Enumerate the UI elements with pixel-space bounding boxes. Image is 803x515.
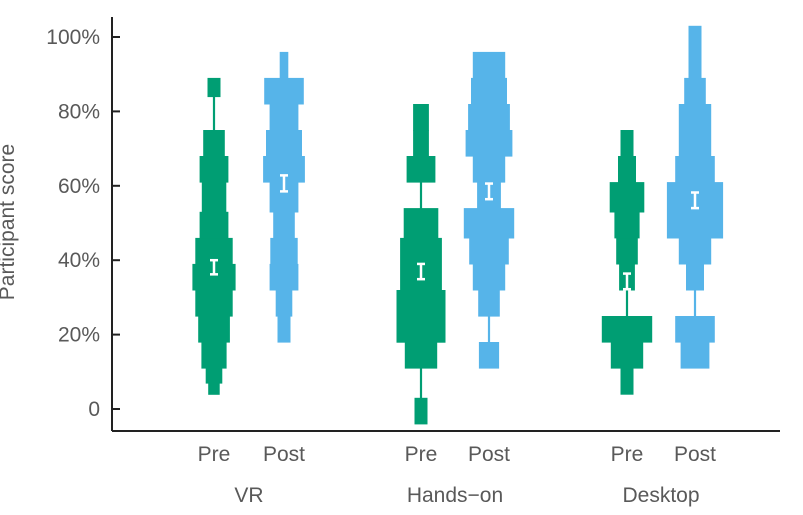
violin-step [406, 156, 436, 183]
violin-step [469, 237, 509, 265]
violin-step [487, 316, 491, 343]
y-tick-label: 60% [58, 175, 100, 198]
violin-step [472, 51, 506, 79]
x-category-label: Post [674, 443, 716, 466]
y-axis-label: Participant score [0, 144, 19, 300]
violin-pre [396, 104, 446, 425]
violin-step [201, 182, 227, 213]
y-ticks: 0 20% 40% 60% 80% 100% [46, 26, 120, 421]
violin-step [618, 156, 636, 183]
violin-pre [192, 77, 236, 395]
axes [111, 17, 780, 432]
x-category-label: Post [468, 443, 510, 466]
ci-marker [485, 182, 493, 201]
y-tick-label: 40% [58, 249, 100, 272]
ci-marker [210, 258, 218, 276]
violin-pre [601, 130, 653, 395]
ci-marker [280, 174, 288, 193]
violin-step [610, 342, 644, 369]
x-category-label: Post [263, 443, 305, 466]
violin-step [273, 211, 295, 239]
violin-step [463, 208, 515, 239]
violin-step [675, 316, 715, 343]
violin-step [468, 104, 510, 131]
violin-step [614, 211, 640, 239]
violin-step [269, 263, 299, 291]
violin-step [678, 104, 712, 157]
violin-step [269, 104, 299, 131]
x-category-label: Pre [611, 443, 644, 466]
violin-step [208, 383, 220, 395]
violin-step [686, 263, 704, 291]
violin-step [277, 316, 291, 343]
violin-step [478, 342, 500, 369]
x-category-label: Pre [198, 443, 231, 466]
violin-step [413, 104, 429, 131]
violin-step [207, 77, 221, 98]
violin-step [472, 156, 506, 183]
ci-marker [417, 262, 425, 281]
violin-step [620, 130, 634, 157]
violin-step [212, 96, 216, 131]
violin-step [465, 130, 513, 157]
violin-step [471, 77, 507, 105]
violin-step [625, 290, 629, 317]
violin-step [680, 342, 710, 369]
x-group-label: Desktop [622, 484, 699, 507]
x-group-label: Hands−on [407, 484, 503, 507]
violin-step [414, 397, 428, 425]
violin-step [684, 77, 706, 105]
violin-step [203, 130, 225, 157]
violin-step [270, 237, 298, 265]
violin-step [620, 368, 634, 395]
violin-step [666, 182, 724, 239]
violin-step [201, 342, 227, 369]
violin-step [279, 51, 289, 79]
violin-step [616, 237, 638, 265]
violin-step [205, 368, 223, 384]
y-tick-label: 0 [88, 398, 100, 421]
violin-post [463, 51, 515, 369]
violin-step [403, 208, 439, 239]
violin-step [195, 290, 233, 317]
y-tick-label: 100% [46, 26, 100, 49]
violin-step [693, 290, 697, 317]
x-category-label: Pre [405, 443, 438, 466]
x-group-label: VR [234, 484, 263, 507]
violin-step [198, 316, 230, 343]
violin-layer [192, 25, 724, 425]
violin-step [275, 290, 293, 317]
violin-step [199, 211, 229, 239]
violin-step [266, 130, 302, 157]
violin-post [666, 25, 724, 369]
y-tick-label: 80% [58, 100, 100, 123]
violin-step [264, 77, 304, 105]
violin-step [419, 368, 423, 399]
violin-step [199, 156, 229, 183]
violin-step [419, 182, 423, 209]
ci-marker [691, 191, 699, 210]
violin-step [472, 263, 506, 291]
violin-step [478, 290, 500, 317]
violin-step [404, 342, 438, 369]
violin-step [678, 237, 712, 265]
violin-step [609, 182, 645, 213]
violin-step [413, 130, 429, 157]
violin-step [396, 290, 446, 343]
ci-marker [623, 272, 631, 291]
violin-step [675, 156, 715, 183]
violin-step [688, 25, 702, 79]
violin-post [263, 51, 305, 343]
violin-step [601, 316, 653, 343]
y-tick-label: 20% [58, 324, 100, 347]
